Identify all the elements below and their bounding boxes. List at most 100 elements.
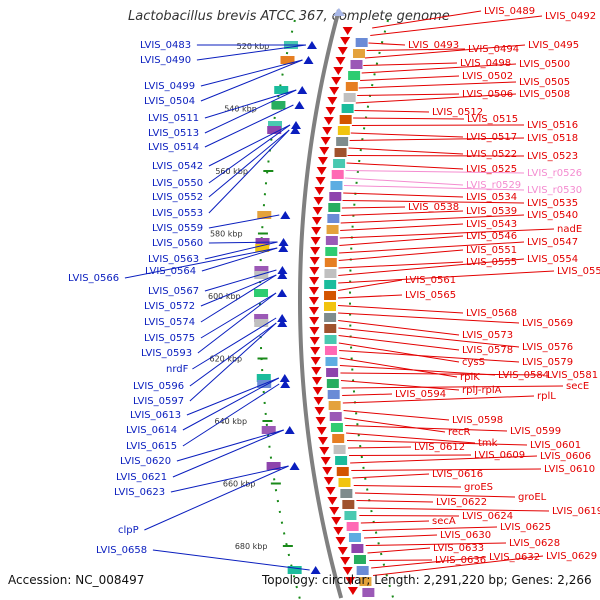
right-gene-label: LVIS_0515 <box>467 114 518 125</box>
plus-strand-gene-arrow <box>278 244 289 252</box>
left-gene-label: LVIS_0615 <box>126 441 177 452</box>
left-label-connector <box>182 377 280 431</box>
gene-feature-block <box>325 357 338 366</box>
right-gene-label: LVIS_r0529 <box>466 180 521 191</box>
gene-feature-block <box>327 390 340 399</box>
right-label-connector <box>370 15 543 36</box>
right-label-connector <box>340 372 545 376</box>
right-gene-label: LVIS_0633 <box>433 543 484 554</box>
minus-strand-gene-arrow <box>340 37 351 45</box>
right-label-connector <box>364 44 526 59</box>
right-gene-label: LVIS_0636 <box>435 555 486 566</box>
left-label-connector <box>197 292 277 354</box>
right-gene-label: LVIS_0612 <box>414 442 465 453</box>
gene-feature-block <box>287 566 302 574</box>
scale-label: 680 kbp <box>235 542 268 551</box>
minus-strand-gene-arrow <box>309 277 320 285</box>
left-label-connector <box>208 129 290 198</box>
scale-label: 620 kbp <box>210 355 243 364</box>
right-label-connector <box>338 261 464 269</box>
left-label-connector <box>204 269 277 292</box>
right-label-connector <box>341 206 406 209</box>
right-label-connector <box>341 210 464 216</box>
right-gene-label: LVIS_0609 <box>474 450 525 461</box>
right-label-connector <box>338 342 460 363</box>
right-label-connector <box>340 223 464 231</box>
plus-strand-gene-arrow <box>310 566 321 574</box>
plus-strand-gene-arrow <box>294 101 305 109</box>
gene-feature-block <box>336 467 349 476</box>
right-label-connector <box>342 395 535 404</box>
minus-strand-gene-arrow <box>325 487 336 495</box>
minus-strand-gene-arrow <box>337 47 348 55</box>
right-label-connector <box>338 327 520 348</box>
right-label-connector <box>342 200 525 204</box>
gene-feature-block <box>261 426 276 434</box>
gene-feature-block <box>333 159 346 168</box>
gene-feature-block <box>353 49 366 58</box>
right-gene-label: groES <box>464 482 493 493</box>
left-gene-label: LVIS_0566 <box>68 273 119 284</box>
gene-feature-block <box>327 214 340 223</box>
gene-feature-block <box>324 269 337 278</box>
right-gene-label: LVIS_0561 <box>405 275 456 286</box>
left-label-connector <box>200 292 277 339</box>
gene-feature-block <box>351 544 364 553</box>
left-gene-label: LVIS_0550 <box>152 178 203 189</box>
gene-feature-block <box>324 280 337 289</box>
scale-label: 660 kbp <box>223 480 256 489</box>
minus-strand-gene-arrow <box>310 247 321 255</box>
left-gene-label: LVIS_0593 <box>141 348 192 359</box>
right-label-connector <box>351 468 542 471</box>
left-gene-label: LVIS_0658 <box>96 545 147 556</box>
topology-text: Topology: circular; Length: 2,291,220 bp… <box>262 573 592 587</box>
plus-strand-gene-arrow <box>277 271 288 279</box>
left-label-connector <box>172 429 284 478</box>
right-gene-label: LVIS_0632 <box>489 552 540 563</box>
right-gene-label: recR <box>448 427 471 438</box>
gene-feature-block <box>325 247 338 256</box>
left-gene-label: LVIS_0552 <box>152 192 203 203</box>
gene-feature-block <box>345 82 358 91</box>
right-gene-label: LVIS_0506 <box>462 89 513 100</box>
gene-feature-block <box>271 101 286 109</box>
gene-feature-block <box>337 126 350 135</box>
right-gene-label: LVIS_0629 <box>546 551 597 562</box>
left-gene-label: LVIS_0483 <box>140 40 191 51</box>
right-gene-label: cysS <box>462 357 485 368</box>
right-label-connector <box>368 42 406 46</box>
right-label-connector <box>367 547 431 554</box>
gene-feature-block <box>254 314 269 322</box>
left-gene-label: LVIS_0542 <box>152 161 203 172</box>
right-label-connector <box>346 440 528 446</box>
gene-feature-block <box>356 566 369 575</box>
left-gene-label: LVIS_0567 <box>148 286 199 297</box>
left-gene-label: LVIS_0553 <box>152 208 203 219</box>
right-gene-label: LVIS_0539 <box>466 206 517 217</box>
right-gene-label: rplL <box>537 391 556 402</box>
left-gene-label: LVIS_0564 <box>145 266 196 277</box>
left-label-connector <box>208 124 291 184</box>
right-gene-label: LVIS_0551 <box>466 245 517 256</box>
plus-strand-gene-arrow <box>277 289 288 297</box>
left-label-connector <box>204 89 297 134</box>
left-label-connector <box>182 383 280 447</box>
minus-strand-gene-arrow <box>329 87 340 95</box>
minus-strand-gene-arrow <box>342 567 353 575</box>
minus-strand-gene-arrow <box>335 57 346 65</box>
gene-feature-block <box>348 533 361 542</box>
plus-strand-gene-arrow <box>306 41 317 49</box>
right-label-connector <box>347 155 525 157</box>
right-label-connector <box>346 432 476 444</box>
left-gene-label: LVIS_0597 <box>133 396 184 407</box>
right-gene-label: LVIS_0565 <box>405 290 456 301</box>
right-gene-label: LVIS_0584 <box>498 370 549 381</box>
right-gene-label: rplJ-rplA <box>462 385 502 396</box>
gene-feature-block <box>332 434 345 443</box>
right-label-connector <box>351 124 525 126</box>
minus-strand-gene-arrow <box>331 517 342 525</box>
minus-strand-gene-arrow <box>309 337 320 345</box>
right-label-connector <box>372 10 482 29</box>
